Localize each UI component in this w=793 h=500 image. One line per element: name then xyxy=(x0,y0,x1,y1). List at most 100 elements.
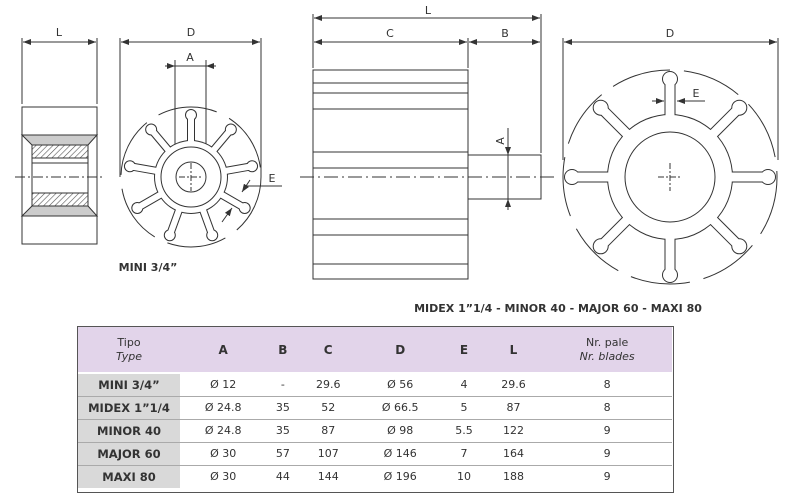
table-cell: 8 xyxy=(603,401,611,414)
table-cell: 9 xyxy=(603,447,611,460)
row-type: MINI 3/4” xyxy=(78,373,180,396)
dim-label-a: A xyxy=(494,137,507,145)
table-cell: 188 xyxy=(503,470,524,484)
outer-diameter-circle xyxy=(562,69,778,285)
header-blades-en: Nr. blades xyxy=(579,349,635,363)
table-cell: Ø 98 xyxy=(387,424,414,437)
table-cell: 7 xyxy=(460,447,468,460)
row-type: MIDEX 1”1/4 xyxy=(78,396,180,419)
dim-label-l: L xyxy=(425,4,432,17)
table-cell: Ø 24.8 xyxy=(204,401,242,414)
table-cell: 52 xyxy=(321,401,336,414)
header-type-it: Tipo xyxy=(117,335,141,349)
table-cell: 35 xyxy=(275,401,290,414)
header-blades: Nr. pale Nr. blades xyxy=(542,327,672,373)
blade-tip xyxy=(186,110,196,120)
blade-tip xyxy=(565,170,579,184)
table-cell: Ø 30 xyxy=(210,470,237,484)
header-l: L xyxy=(509,342,518,357)
dim-label-a: A xyxy=(186,51,194,64)
table-cell: 10 xyxy=(457,470,472,484)
table-cell: 29.6 xyxy=(315,378,341,392)
table-cell: 9 xyxy=(603,470,611,484)
hub-circle xyxy=(160,146,222,208)
mini-front-dims xyxy=(119,38,282,223)
outer-diameter-circle xyxy=(120,106,262,248)
table-cell: 87 xyxy=(321,424,336,437)
table-cell: 44 xyxy=(275,470,290,484)
header-d: D xyxy=(395,342,406,357)
table-cell: 107 xyxy=(317,447,339,460)
header-blades-it: Nr. pale xyxy=(586,335,629,349)
header-b: B xyxy=(278,342,288,357)
blade-tip xyxy=(132,203,143,213)
table-cell: 144 xyxy=(317,470,339,484)
table-border xyxy=(77,326,674,493)
blade-tip xyxy=(663,72,677,86)
header-e: E xyxy=(459,342,469,357)
table-row: MINI 3/4” Ø 12 - 29.6 Ø 56 4 29.6 8 xyxy=(78,373,672,396)
table-cell: 5 xyxy=(460,401,468,414)
large-impeller-front-view xyxy=(562,69,778,285)
table-cell: 5.5 xyxy=(455,424,473,437)
table-cell: Ø 24.8 xyxy=(204,424,242,437)
bore-circle xyxy=(175,161,207,193)
dim-label-e: E xyxy=(693,87,700,100)
blade-tip xyxy=(732,239,747,254)
blade-tip xyxy=(247,161,258,172)
dim-label-b: B xyxy=(501,27,509,40)
blade-tip xyxy=(593,100,608,115)
table-cell: 29.6 xyxy=(501,378,526,392)
table-cell: 4 xyxy=(460,378,468,392)
table-cell: 35 xyxy=(275,424,290,437)
mini-caption: MINI 3/4” xyxy=(119,261,178,274)
table-row: MINOR 40 Ø 24.8 35 87 Ø 98 5.5 122 9 xyxy=(78,419,672,442)
table-cell: - xyxy=(280,378,285,392)
hub-circle xyxy=(624,131,716,223)
row-type: MAXI 80 xyxy=(78,465,180,488)
large-caption: MIDEX 1”1/4 - MINOR 40 - MAJOR 60 - MAXI… xyxy=(414,302,702,315)
row-type: MAJOR 60 xyxy=(78,442,180,465)
blade-tip xyxy=(124,161,135,172)
mini-side-view xyxy=(15,38,105,245)
blade-tip xyxy=(239,203,250,213)
blade-tip xyxy=(663,268,677,282)
large-front-dims xyxy=(562,38,779,160)
mini-impeller-front-view xyxy=(120,106,262,248)
table-cell: Ø 56 xyxy=(387,378,414,392)
dim-label-d: D xyxy=(187,26,195,39)
blade-tip xyxy=(732,100,747,115)
blade-tip xyxy=(146,124,157,135)
table-cell: Ø 30 xyxy=(210,447,237,460)
header-type-en: Type xyxy=(115,349,143,363)
table-cell: 8 xyxy=(603,378,611,392)
dim-label-l: L xyxy=(56,26,63,39)
table-cell: 9 xyxy=(603,424,611,437)
header-c: C xyxy=(323,342,333,357)
row-type: MINOR 40 xyxy=(78,419,180,442)
header-a: A xyxy=(218,342,228,357)
table-cell: Ø 66.5 xyxy=(381,401,419,414)
technical-drawing: L D A E MINI 3/4” L C B A D E MIDEX 1”1/… xyxy=(15,4,779,315)
blade-tip xyxy=(225,124,236,135)
table-cell: Ø 196 xyxy=(383,470,417,484)
table-cell: 122 xyxy=(503,424,524,437)
table-row: MAJOR 60 Ø 30 57 107 Ø 146 7 164 9 xyxy=(78,442,672,465)
table-cell: Ø 12 xyxy=(210,378,237,392)
table-cell: 164 xyxy=(503,447,524,460)
table-header: Tipo Type A B C D E L Nr. pale Nr. blades xyxy=(78,327,672,373)
blade-tip xyxy=(593,239,608,254)
blade-tip xyxy=(207,230,218,241)
table-row: MIDEX 1”1/4 Ø 24.8 35 52 Ø 66.5 5 87 8 xyxy=(78,396,672,419)
table-cell: 57 xyxy=(275,447,290,460)
table-cell: 87 xyxy=(506,401,521,414)
table-cell: Ø 146 xyxy=(383,447,417,460)
dimensions-table: Tipo Type A B C D E L Nr. pale Nr. blades … xyxy=(78,327,672,488)
dim-label-c: C xyxy=(386,27,394,40)
header-type: Tipo Type xyxy=(78,327,180,373)
large-side-view xyxy=(300,14,555,280)
dim-label-e: E xyxy=(269,172,276,185)
blade-tip xyxy=(164,230,175,241)
table-row: MAXI 80 Ø 30 44 144 Ø 196 10 188 9 xyxy=(78,465,672,488)
dim-label-d: D xyxy=(666,27,674,40)
